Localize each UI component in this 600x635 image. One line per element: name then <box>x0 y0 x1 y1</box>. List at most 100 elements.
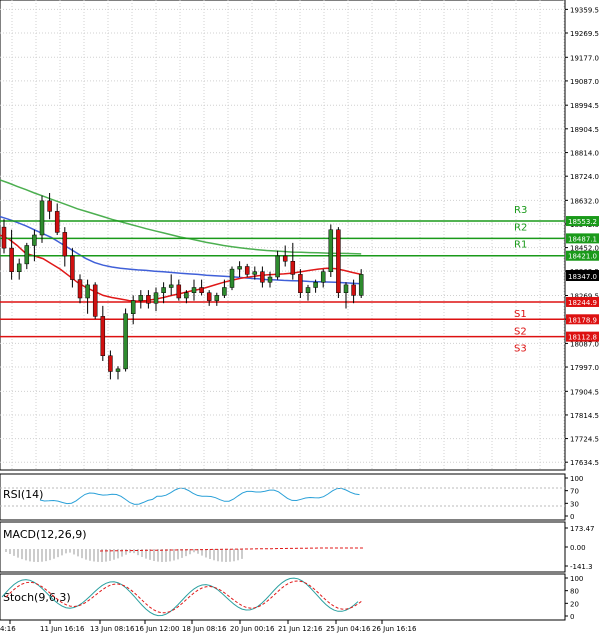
price-tick-label: 17814.5 <box>570 412 599 420</box>
candle-body <box>275 255 280 278</box>
indicator-tick-label: 100 <box>570 475 583 483</box>
level-price-tags: 18553.2 18487.1 18421.0 18244.9 18178.9 18112… <box>566 216 599 342</box>
candle-body <box>282 255 288 262</box>
stoch-pane[interactable]: Stoch(9,6,3) <box>0 573 566 621</box>
rsi-line <box>39 487 360 505</box>
price-pane[interactable]: R3 R2 R1 S1 S2 S3 <box>0 0 566 471</box>
level-name-r1: R1 <box>514 240 527 251</box>
time-label: 16 Jun 12:00 <box>135 625 179 633</box>
candle-body <box>336 229 341 293</box>
price-tick-label: 17904.5 <box>570 388 599 396</box>
indicator-tick-label: 70 <box>570 488 579 496</box>
macd-label: MACD(12,26,9) <box>3 528 87 541</box>
stoch-pane-frame <box>0 573 566 621</box>
macd-histogram <box>5 549 243 562</box>
rsi-label: RSI(14) <box>3 488 43 501</box>
level-tag-value: 18487.1 <box>568 235 597 243</box>
indicator-tick-label: 20 <box>570 600 579 608</box>
price-tick-label: 18452.0 <box>570 245 599 253</box>
indicator-tick-label: 100 <box>570 575 583 583</box>
ma-green-line <box>0 179 362 255</box>
price-tick-label: 18814.0 <box>570 150 599 158</box>
candle-body <box>123 313 128 370</box>
candle-body <box>77 279 83 299</box>
rsi-axis: 100 70 30 0 <box>565 475 583 521</box>
time-label: 18 Jun 08:16 <box>182 625 227 633</box>
candle-body <box>108 355 113 372</box>
macd-pane[interactable]: MACD(12,26,9) <box>0 521 566 573</box>
candle-body <box>130 300 136 314</box>
indicator-tick-label: -141.3 <box>570 563 593 571</box>
price-tick-label: 19177.0 <box>570 54 599 62</box>
current-price-label: 18347.0 <box>568 273 597 281</box>
stoch-axis: 100 80 20 0 <box>565 575 583 621</box>
candle-body <box>146 295 151 304</box>
candle-body <box>92 284 98 317</box>
indicator-tick-label: 80 <box>570 588 579 596</box>
candle-body <box>191 287 197 293</box>
candle-body <box>39 200 45 236</box>
candle-body <box>206 292 212 301</box>
level-tag-value: 18178.9 <box>568 316 597 324</box>
candle-body <box>244 266 250 275</box>
candle-body <box>199 287 204 293</box>
level-name-s1: S1 <box>514 309 527 320</box>
time-label: 25 Jun 04:16 <box>326 625 371 633</box>
price-tick-label: 18904.5 <box>570 126 599 134</box>
stoch-signal-line <box>5 580 363 614</box>
price-tick-label: 17724.5 <box>570 436 599 444</box>
price-tick-label: 18632.0 <box>570 197 599 205</box>
candle-body <box>343 284 349 293</box>
candle-body <box>70 255 75 280</box>
price-tick-label: 17634.5 <box>570 459 599 467</box>
candle-body <box>328 229 334 272</box>
candle-body <box>229 268 235 288</box>
price-tick-label: 18994.5 <box>570 102 599 110</box>
candle-body <box>161 287 166 293</box>
candle-body <box>214 295 220 301</box>
level-tag-bg <box>566 233 599 244</box>
indicator-tick-label: 0 <box>570 513 574 521</box>
level-name-s2: S2 <box>514 326 527 337</box>
candle-body <box>100 316 106 356</box>
level-tag-bg <box>566 331 599 342</box>
candle-body <box>168 284 174 288</box>
candle-body <box>24 245 30 265</box>
indicator-tick-label: 30 <box>570 500 579 508</box>
price-tick-label: 17997.0 <box>570 364 599 372</box>
stoch-label: Stoch(9,6,3) <box>3 591 71 604</box>
candle-body <box>252 271 258 275</box>
level-tag-value: 18244.9 <box>568 299 597 307</box>
level-name-r2: R2 <box>514 222 527 233</box>
candle-body <box>138 295 144 301</box>
time-label: 11 Jun 16:16 <box>40 625 85 633</box>
candle-body <box>305 287 311 293</box>
time-label: 20 Jun 00:16 <box>230 625 275 633</box>
candle-body <box>351 284 356 296</box>
candle-body <box>237 266 242 270</box>
time-label: 26 Jun 16:16 <box>372 625 417 633</box>
rsi-pane-frame <box>0 473 566 521</box>
candle-body <box>313 282 318 288</box>
candle-body <box>85 284 90 299</box>
candle-body <box>290 261 296 275</box>
level-tag-value: 18421.0 <box>568 253 597 261</box>
price-tick-label: 18269.5 <box>570 293 599 301</box>
candle-body <box>260 271 265 283</box>
pivot-levels: R3 R2 R1 S1 S2 S3 <box>0 205 565 355</box>
candle-body <box>267 276 273 283</box>
price-pane-frame <box>0 0 566 471</box>
candle-body <box>298 274 303 293</box>
stoch-main-line <box>1 577 359 617</box>
candle-body <box>62 232 68 257</box>
level-tag-bg <box>566 314 599 325</box>
rsi-pane[interactable]: RSI(14) <box>0 473 566 521</box>
time-label: 21 Jun 12:16 <box>278 625 323 633</box>
level-tag-bg <box>566 296 599 307</box>
price-tick-label: 18087.0 <box>570 340 599 348</box>
current-price-tag: 18347.0 <box>566 270 599 281</box>
vertical-grid <box>11 0 565 470</box>
candle-body <box>153 292 159 304</box>
